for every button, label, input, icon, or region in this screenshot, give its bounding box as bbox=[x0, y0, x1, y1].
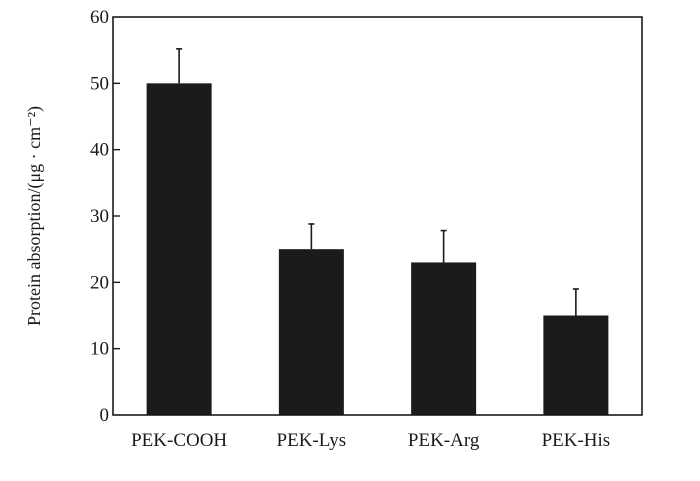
error-bars-layer bbox=[176, 48, 579, 316]
y-tick-label-10: 10 bbox=[90, 339, 109, 360]
y-tick-label-30: 30 bbox=[90, 206, 109, 227]
y-axis: 0 10 20 30 40 50 60 bbox=[90, 7, 120, 426]
x-tick-label-pek-lys: PEK-Lys bbox=[277, 430, 347, 451]
y-tick-label-60: 60 bbox=[90, 7, 109, 28]
bar-pek-lys bbox=[278, 249, 344, 415]
x-tick-label-pek-cooh: PEK-COOH bbox=[131, 430, 227, 451]
y-tick-label-40: 40 bbox=[90, 140, 109, 161]
error-bar-pek-his bbox=[572, 288, 579, 316]
x-axis: PEK-COOH PEK-Lys PEK-Arg PEK-His bbox=[131, 430, 610, 451]
y-tick-label-50: 50 bbox=[90, 73, 109, 94]
x-tick-label-pek-arg: PEK-Arg bbox=[408, 430, 480, 451]
error-bar-pek-lys bbox=[308, 223, 315, 250]
y-tick-label-20: 20 bbox=[90, 272, 109, 293]
error-bar-pek-arg bbox=[440, 229, 447, 263]
x-tick-label-pek-his: PEK-His bbox=[542, 430, 611, 451]
bars-layer bbox=[146, 83, 609, 415]
error-bar-pek-cooh bbox=[176, 48, 183, 84]
bar-pek-arg bbox=[411, 262, 477, 415]
y-axis-title: Protein absorption/(μg · cm⁻²) bbox=[24, 106, 45, 326]
bar-pek-cooh bbox=[146, 83, 212, 415]
y-tick-label-0: 0 bbox=[100, 405, 110, 426]
bar-pek-his bbox=[543, 315, 609, 415]
